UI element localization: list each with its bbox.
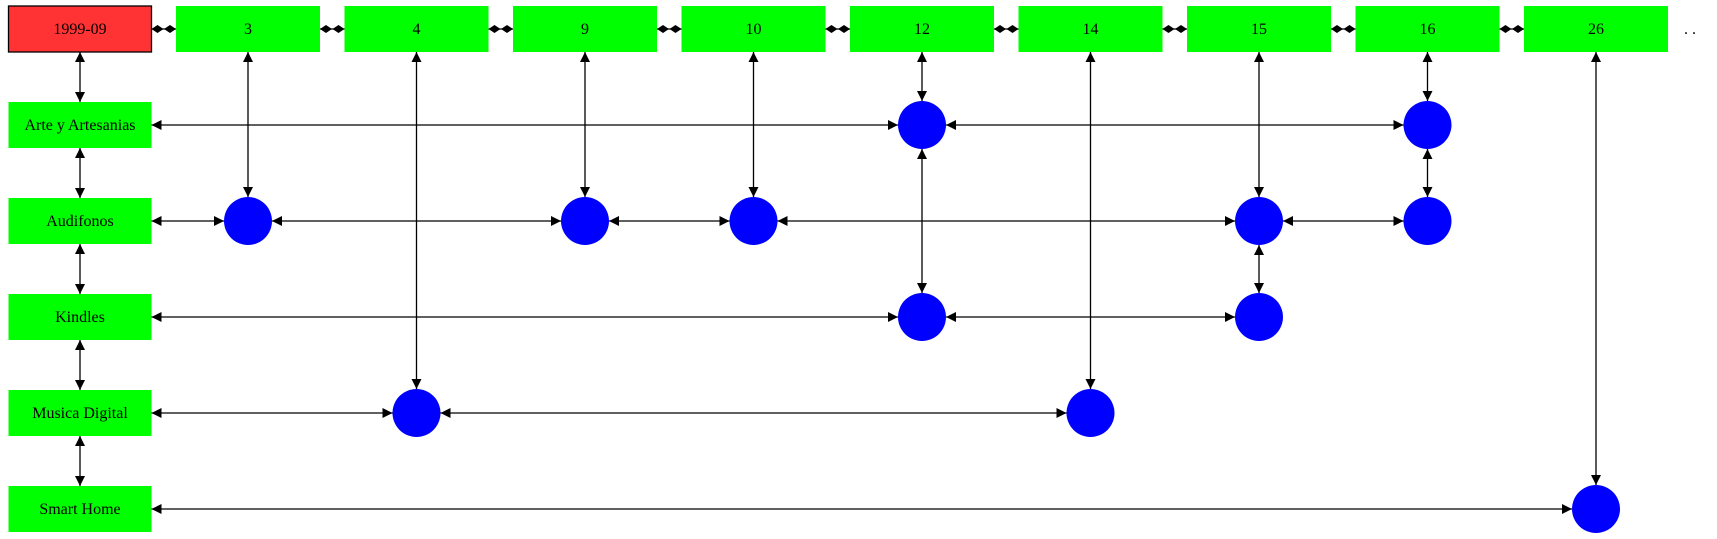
root-node-label: 1999-09 [53,21,106,38]
row-label-arte-y-artesanias-label: Arte y Artesanias [24,117,135,134]
column-header-16: 16 [1355,6,1500,52]
row-label-musica-digital-label: Musica Digital [32,405,128,422]
dot-musica-digital-4 [392,389,441,437]
trailing-dots: . . [1684,21,1696,38]
dot-audifonos-9 [561,197,609,245]
column-header-9: 9 [513,6,657,52]
column-header-3-label: 3 [244,21,252,38]
column-header-26: 26 [1524,6,1668,52]
column-header-26-box [1524,6,1668,52]
dot-smart-home-26 [1572,485,1620,533]
root-node: 1999-09 [7,5,153,53]
row-label-kindles: Kindles [8,294,152,340]
dot-audifonos-16 [1403,197,1452,245]
row-label-audifonos-label: Audifonos [46,213,114,230]
column-header-10-label: 10 [746,21,762,38]
row-label-arte-y-artesanias: Arte y Artesanias [8,102,152,148]
column-header-15-label: 15 [1251,21,1267,38]
column-header-26-label: 26 [1588,21,1604,38]
row-label-musica-digital-box [8,390,152,436]
column-header-3: 3 [176,6,320,52]
column-header-14-box [1018,6,1163,52]
row-label-musica-digital: Musica Digital [8,390,152,436]
column-header-9-label: 9 [581,21,589,38]
dot-audifonos-15 [1235,197,1283,245]
column-header-14-label: 14 [1083,21,1099,38]
row-label-audifonos-box [8,198,152,244]
column-header-10: 10 [681,6,826,52]
row-label-smart-home-label: Smart Home [39,501,120,518]
column-header-16-box [1355,6,1500,52]
column-header-10-box [681,6,826,52]
column-header-15-box [1187,6,1331,52]
column-header-15: 15 [1187,6,1331,52]
column-header-14: 14 [1018,6,1163,52]
row-label-smart-home-box [8,486,152,532]
dot-arte-y-artesanias-16 [1403,101,1452,149]
dot-kindles-15 [1235,293,1283,341]
column-header-3-box [176,6,320,52]
column-header-16-label: 16 [1420,21,1436,38]
column-header-12-box [850,6,994,52]
row-label-kindles-label: Kindles [55,309,105,326]
dot-arte-y-artesanias-12 [898,101,946,149]
column-header-9-box [513,6,657,52]
column-header-12-label: 12 [914,21,930,38]
column-header-4: 4 [344,6,489,52]
dot-audifonos-3 [224,197,272,245]
root-node-box [7,5,153,53]
dot-audifonos-10 [729,197,778,245]
row-label-smart-home: Smart Home [8,486,152,532]
dot-kindles-12 [898,293,946,341]
row-label-audifonos: Audifonos [8,198,152,244]
column-header-4-box [344,6,489,52]
column-header-12: 12 [850,6,994,52]
row-label-kindles-box [8,294,152,340]
nodes-layer: 1999-09 3 4 9 10 12 14 15 16 26 Arte y Artesanias A… [7,5,1696,533]
column-header-4-label: 4 [413,21,421,38]
edges-layer [75,25,1601,514]
row-label-arte-y-artesanias-box [8,102,152,148]
dot-musica-digital-14 [1066,389,1115,437]
